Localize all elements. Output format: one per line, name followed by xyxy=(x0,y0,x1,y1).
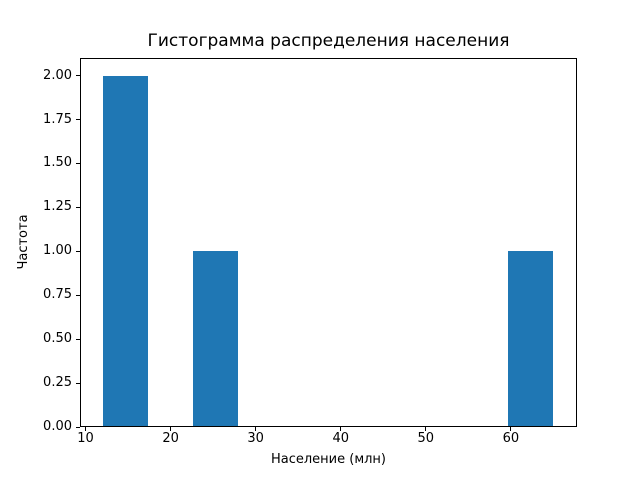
y-tick-label: 0.75 xyxy=(43,287,72,303)
y-tick-label: 0.25 xyxy=(43,375,72,391)
histogram-bar xyxy=(192,251,238,427)
plot-area xyxy=(80,58,577,427)
y-tick-mark xyxy=(76,426,80,428)
chart-title: Гистограмма распределения населения xyxy=(147,31,510,51)
y-tick-label: 0.00 xyxy=(43,419,72,434)
y-tick-label: 1.75 xyxy=(43,111,72,127)
y-tick-mark xyxy=(76,162,80,164)
y-tick-mark xyxy=(76,382,80,384)
y-tick-label: 1.50 xyxy=(43,155,72,171)
x-tick-label: 20 xyxy=(162,431,179,446)
y-tick-mark xyxy=(76,75,80,77)
y-tick-label: 2.00 xyxy=(43,67,72,83)
y-tick-mark xyxy=(76,294,80,296)
x-tick-mark xyxy=(510,427,512,431)
x-tick-label: 60 xyxy=(502,431,520,446)
x-tick-mark xyxy=(85,427,86,431)
x-tick-mark xyxy=(255,427,257,431)
x-tick-label: 10 xyxy=(77,431,94,446)
histogram-bar xyxy=(508,251,554,427)
y-tick-label: 1.25 xyxy=(43,199,72,215)
x-tick-mark xyxy=(340,427,342,431)
x-tick-label: 30 xyxy=(247,431,264,446)
histogram-bar xyxy=(102,75,148,427)
y-tick-label: 0.50 xyxy=(43,331,72,347)
x-tick-mark xyxy=(425,427,427,431)
y-tick-mark xyxy=(76,119,80,120)
y-tick-mark xyxy=(76,338,80,340)
y-tick-mark xyxy=(76,250,80,252)
y-tick-label: 1.00 xyxy=(43,243,72,259)
x-axis-label: Население (млн) xyxy=(270,452,387,467)
x-tick-label: 40 xyxy=(332,431,350,446)
x-tick-label: 50 xyxy=(417,431,435,446)
y-tick-mark xyxy=(76,206,80,208)
y-axis-label: Частота xyxy=(16,214,31,270)
x-tick-mark xyxy=(170,427,172,431)
